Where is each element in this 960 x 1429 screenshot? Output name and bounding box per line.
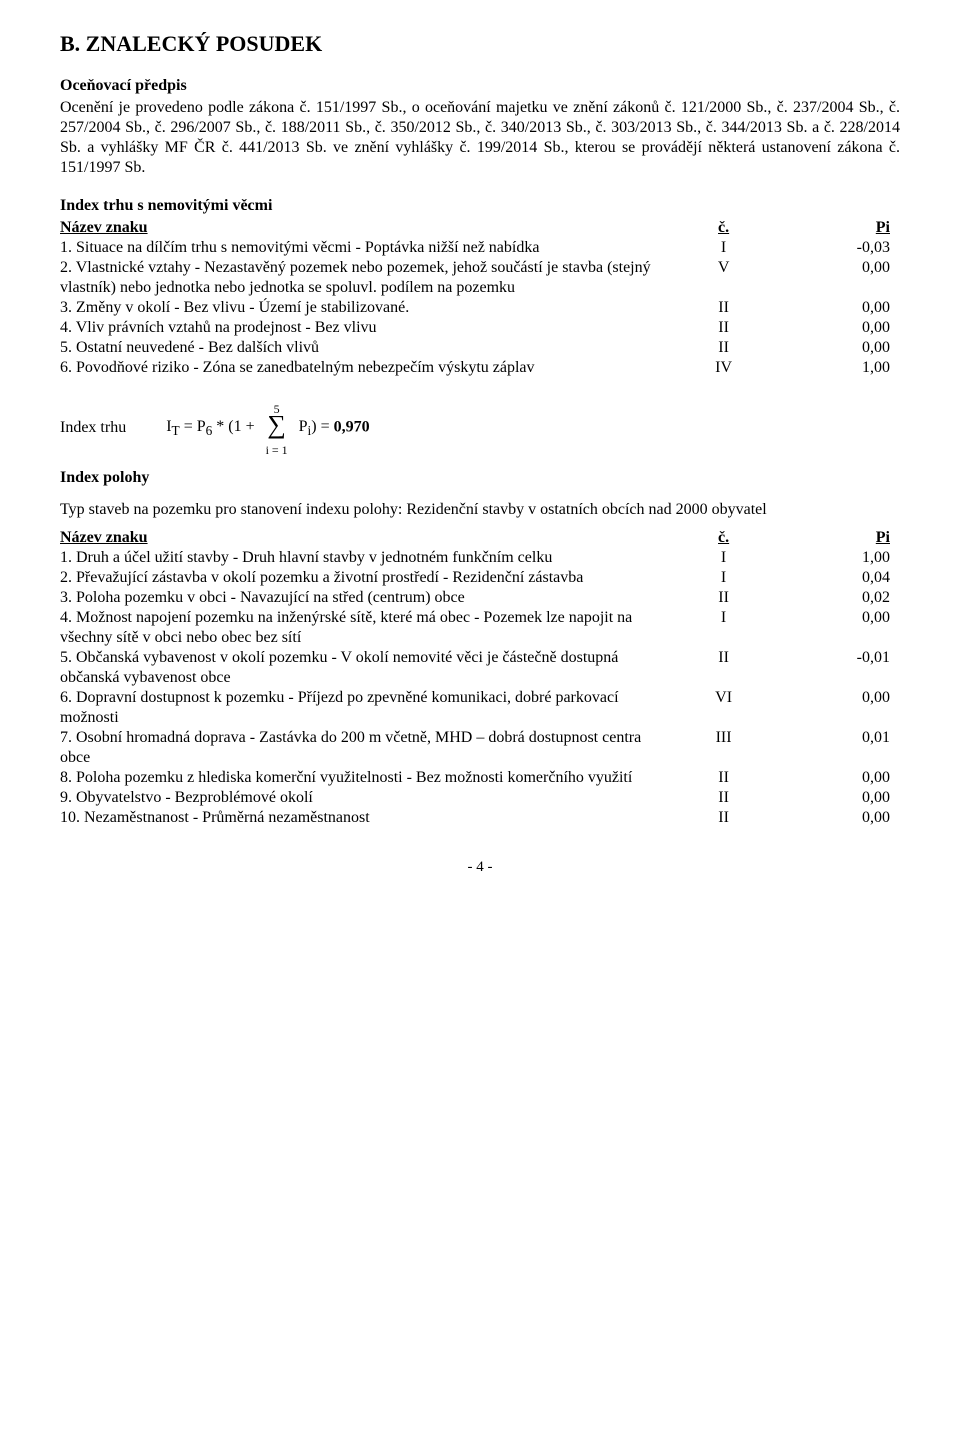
predpis-heading: Oceňovací předpis <box>60 76 900 96</box>
table-cell-p: 0,00 <box>766 318 900 338</box>
index-polohy-intro: Typ staveb na pozemku pro stanovení inde… <box>60 500 900 520</box>
table-cell-c: V <box>682 258 766 298</box>
table-cell-p: 1,00 <box>766 358 900 378</box>
table-cell-text: 1. Druh a účel užití stavby - Druh hlavn… <box>60 548 682 568</box>
th-p: Pi <box>766 528 900 548</box>
table-cell-p: 1,00 <box>766 548 900 568</box>
table-cell-text: 6. Dopravní dostupnost k pozemku - Příje… <box>60 688 682 728</box>
table-cell-text: 9. Obyvatelstvo - Bezproblémové okolí <box>60 788 682 808</box>
table-cell-p: -0,03 <box>766 238 900 258</box>
section-title: B. ZNALECKÝ POSUDEK <box>60 30 900 58</box>
formula-post: Pi) = <box>299 418 334 435</box>
table-cell-c: VI <box>682 688 766 728</box>
table-cell-p: 0,00 <box>766 258 900 298</box>
index-trhu-formula: Index trhu IT = P6 * (1 + 5 ∑ i = 1 Pi) … <box>60 408 900 448</box>
table-cell-p: 0,02 <box>766 588 900 608</box>
th-p: Pi <box>766 218 900 238</box>
table-cell-c: II <box>682 648 766 688</box>
table-cell-c: II <box>682 788 766 808</box>
table-cell-p: 0,00 <box>766 788 900 808</box>
table-cell-c: III <box>682 728 766 768</box>
table-cell-p: 0,00 <box>766 608 900 648</box>
table-cell-c: II <box>682 768 766 788</box>
th-c: č. <box>682 528 766 548</box>
formula-label: Index trhu <box>60 418 126 438</box>
table-cell-text: 3. Poloha pozemku v obci - Navazující na… <box>60 588 682 608</box>
table-cell-p: 0,00 <box>766 298 900 318</box>
table-cell-text: 1. Situace na dílčím trhu s nemovitými v… <box>60 238 682 258</box>
table-cell-p: -0,01 <box>766 648 900 688</box>
table-cell-text: 2. Převažující zástavba v okolí pozemku … <box>60 568 682 588</box>
table-cell-p: 0,04 <box>766 568 900 588</box>
table-cell-c: I <box>682 568 766 588</box>
index-trhu-heading: Index trhu s nemovitými věcmi <box>60 196 900 216</box>
table-cell-text: 6. Povodňové riziko - Zóna se zanedbatel… <box>60 358 682 378</box>
table-cell-p: 0,00 <box>766 688 900 728</box>
index-polohy-table: Název znaku č. Pi 1. Druh a účel užití s… <box>60 528 900 828</box>
table-cell-text: 4. Možnost napojení pozemku na inženýrsk… <box>60 608 682 648</box>
table-cell-p: 0,01 <box>766 728 900 768</box>
table-cell-c: I <box>682 238 766 258</box>
formula-result: 0,970 <box>334 418 370 435</box>
table-cell-c: II <box>682 338 766 358</box>
table-cell-text: 3. Změny v okolí - Bez vlivu - Území je … <box>60 298 682 318</box>
formula-pre: IT = P6 * (1 + <box>166 418 258 435</box>
table-cell-c: II <box>682 808 766 828</box>
table-cell-c: IV <box>682 358 766 378</box>
table-cell-c: II <box>682 588 766 608</box>
table-cell-text: 5. Ostatní neuvedené - Bez dalších vlivů <box>60 338 682 358</box>
table-cell-c: II <box>682 318 766 338</box>
table-cell-text: 10. Nezaměstnanost - Průměrná nezaměstna… <box>60 808 682 828</box>
table-cell-text: 4. Vliv právních vztahů na prodejnost - … <box>60 318 682 338</box>
table-cell-c: I <box>682 548 766 568</box>
table-cell-c: II <box>682 298 766 318</box>
table-cell-p: 0,00 <box>766 768 900 788</box>
table-cell-text: 8. Poloha pozemku z hlediska komerční vy… <box>60 768 682 788</box>
page-number: - 4 - <box>60 858 900 877</box>
table-cell-p: 0,00 <box>766 808 900 828</box>
th-name: Název znaku <box>60 218 682 238</box>
index-polohy-heading: Index polohy <box>60 468 900 488</box>
table-cell-text: 5. Občanská vybavenost v okolí pozemku -… <box>60 648 682 688</box>
th-name: Název znaku <box>60 528 682 548</box>
index-trhu-table: Název znaku č. Pi 1. Situace na dílčím t… <box>60 218 900 378</box>
th-c: č. <box>682 218 766 238</box>
table-cell-c: I <box>682 608 766 648</box>
table-cell-p: 0,00 <box>766 338 900 358</box>
sigma-icon: 5 ∑ i = 1 <box>263 408 291 448</box>
table-cell-text: 7. Osobní hromadná doprava - Zastávka do… <box>60 728 682 768</box>
table-cell-text: 2. Vlastnické vztahy - Nezastavěný pozem… <box>60 258 682 298</box>
predpis-text: Ocenění je provedeno podle zákona č. 151… <box>60 98 900 178</box>
